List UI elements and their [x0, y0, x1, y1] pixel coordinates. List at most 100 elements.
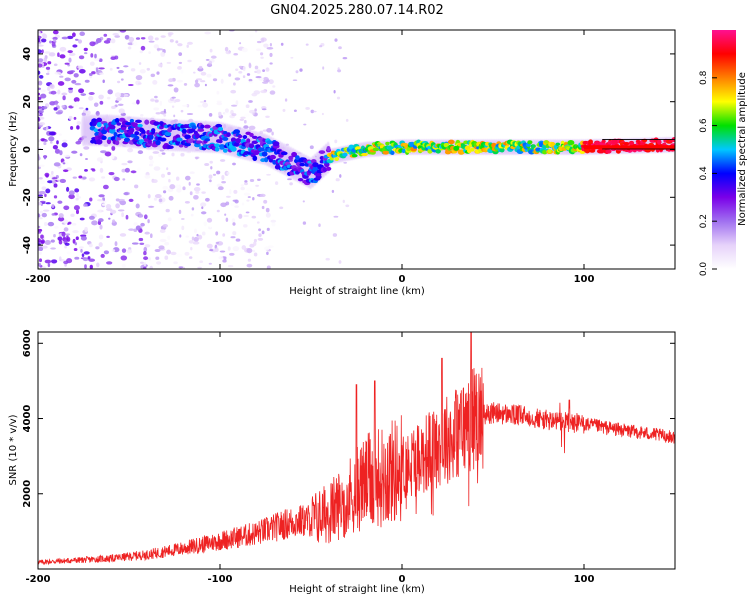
spectrogram-ridge-blob — [187, 138, 195, 143]
spectrogram-ridge-blob — [453, 145, 460, 151]
spectrogram-noise-blob — [170, 251, 177, 256]
spectrogram-ridge-blob — [208, 133, 213, 137]
spectrogram-noise-blob — [233, 189, 238, 194]
spectrogram-noise-blob — [239, 42, 242, 45]
spectrogram-ridge-blob — [184, 134, 191, 140]
spectrogram-noise-blob — [163, 114, 167, 117]
spectrogram-ridge-blob — [251, 140, 259, 145]
spectrogram-noise-blob — [218, 111, 222, 117]
spectrogram-noise-blob — [178, 209, 182, 215]
spectrogram-noise-blob — [81, 253, 85, 257]
spectrogram-ridge-blob — [385, 141, 390, 146]
spectrogram-ridge-blob — [233, 129, 241, 135]
spectrogram-noise-blob — [135, 225, 141, 231]
spectrogram-ridge-blob — [312, 166, 319, 172]
spectrogram-ridge-blob — [137, 123, 143, 128]
spectrogram-noise-blob — [209, 223, 212, 228]
spectrogram-noise-blob — [76, 120, 82, 126]
spectrogram-noise-blob — [230, 184, 236, 189]
spectrogram-noise-blob — [128, 36, 135, 43]
spectrogram-ridge-blob — [605, 149, 612, 154]
spectrogram-noise-blob — [59, 54, 66, 59]
spectrogram-noise-blob — [49, 173, 55, 179]
spectrogram-noise-blob — [233, 82, 236, 86]
snr-y-tick-label: 2000 — [22, 480, 33, 508]
spectrogram-noise-blob — [45, 66, 51, 70]
spectrogram-ridge-blob — [164, 131, 172, 137]
spectrogram-ridge-blob — [222, 148, 228, 153]
spectrogram-noise-blob — [111, 145, 116, 151]
spectrogram-noise-blob — [41, 106, 48, 110]
spectrogram-ridge-blob — [302, 174, 309, 179]
spectrogram-ridge-blob — [153, 121, 160, 126]
spectrogram-noise-blob — [240, 116, 246, 119]
spectrogram-noise-blob — [209, 179, 212, 183]
spectrogram-noise-blob — [148, 163, 154, 167]
spectrogram-noise-blob — [176, 188, 182, 193]
spectrogram-noise-blob — [48, 136, 55, 142]
spectrogram-noise-blob — [91, 169, 96, 172]
spectrogram-noise-blob — [68, 52, 76, 57]
spectrogram-noise-blob — [204, 83, 207, 87]
spectrogram-noise-blob — [243, 192, 250, 196]
spectrogram-noise-blob — [59, 178, 67, 183]
spectrogram-noise-blob — [144, 174, 151, 179]
spectrogram-noise-blob — [150, 73, 156, 78]
spectrogram-noise-blob — [195, 190, 200, 194]
spectrogram-ridge-blob — [123, 137, 131, 143]
spectrogram-noise-blob — [41, 49, 44, 54]
spectrogram-noise-blob — [163, 108, 166, 113]
spectrogram-noise-blob — [135, 203, 140, 209]
spectrogram-noise-blob — [199, 260, 204, 264]
spectrogram-noise-blob — [68, 221, 72, 225]
spectrogram-noise-blob — [271, 222, 276, 227]
spectrogram-noise-blob — [230, 202, 235, 207]
spectrogram-noise-blob — [196, 33, 200, 37]
spectrogram-noise-blob — [98, 194, 105, 198]
spectrogram-noise-blob — [39, 116, 45, 120]
spectrogram-noise-blob — [248, 81, 254, 84]
spectrogram-noise-blob — [78, 88, 85, 94]
spectrogram-noise-blob — [50, 239, 55, 243]
spectrogram-noise-blob — [225, 201, 230, 206]
spectrogram-noise-blob — [41, 212, 47, 218]
spectrogram-noise-blob — [335, 178, 340, 182]
spectrogram-noise-blob — [38, 107, 42, 110]
spectrogram-ridge-blob — [326, 146, 331, 152]
spectrogram-noise-blob — [75, 209, 80, 215]
spectrogram-noise-blob — [61, 92, 68, 96]
spectrogram-ridge-blob — [168, 145, 174, 149]
spectrogram-noise-blob — [52, 36, 58, 41]
spectrogram-ridge-blob — [92, 122, 97, 127]
spectrogram-noise-blob — [232, 99, 236, 102]
spectrogram-noise-blob — [230, 236, 236, 239]
spectrogram-ridge-blob — [135, 119, 142, 123]
spectrogram-noise-blob — [118, 108, 125, 114]
spectrogram-noise-blob — [193, 194, 199, 200]
spectrogram-noise-blob — [82, 257, 89, 262]
spectrogram-noise-blob — [144, 231, 150, 235]
spectrogram-noise-blob — [208, 174, 213, 179]
spectrogram-noise-blob — [246, 73, 251, 76]
spectrogram-noise-blob — [251, 215, 257, 219]
spectrogram-noise-blob — [241, 202, 245, 206]
spectrogram-noise-blob — [127, 83, 134, 87]
colorbar-tick-label: 0.4 — [699, 166, 709, 181]
spectrogram-noise-blob — [249, 179, 255, 182]
spectrogram-noise-blob — [75, 197, 79, 201]
spectrogram-noise-blob — [196, 78, 203, 81]
spectrogram-noise-blob — [64, 245, 68, 249]
spectrogram-noise-blob — [87, 256, 91, 260]
spectrogram-ridge-blob — [299, 162, 306, 167]
spectrogram-noise-blob — [169, 39, 174, 43]
spectrogram-noise-blob — [333, 215, 339, 218]
spectrogram-ridge-blob — [222, 136, 229, 141]
snr-x-tick-label: 0 — [399, 574, 406, 585]
spectrogram-noise-blob — [224, 108, 229, 113]
spectrogram-noise-blob — [214, 247, 219, 253]
snr-x-tick-label: -100 — [207, 574, 232, 585]
spectrogram-noise-blob — [292, 79, 298, 82]
spectrogram-noise-blob — [156, 71, 160, 75]
spectrogram-noise-blob — [190, 246, 193, 251]
